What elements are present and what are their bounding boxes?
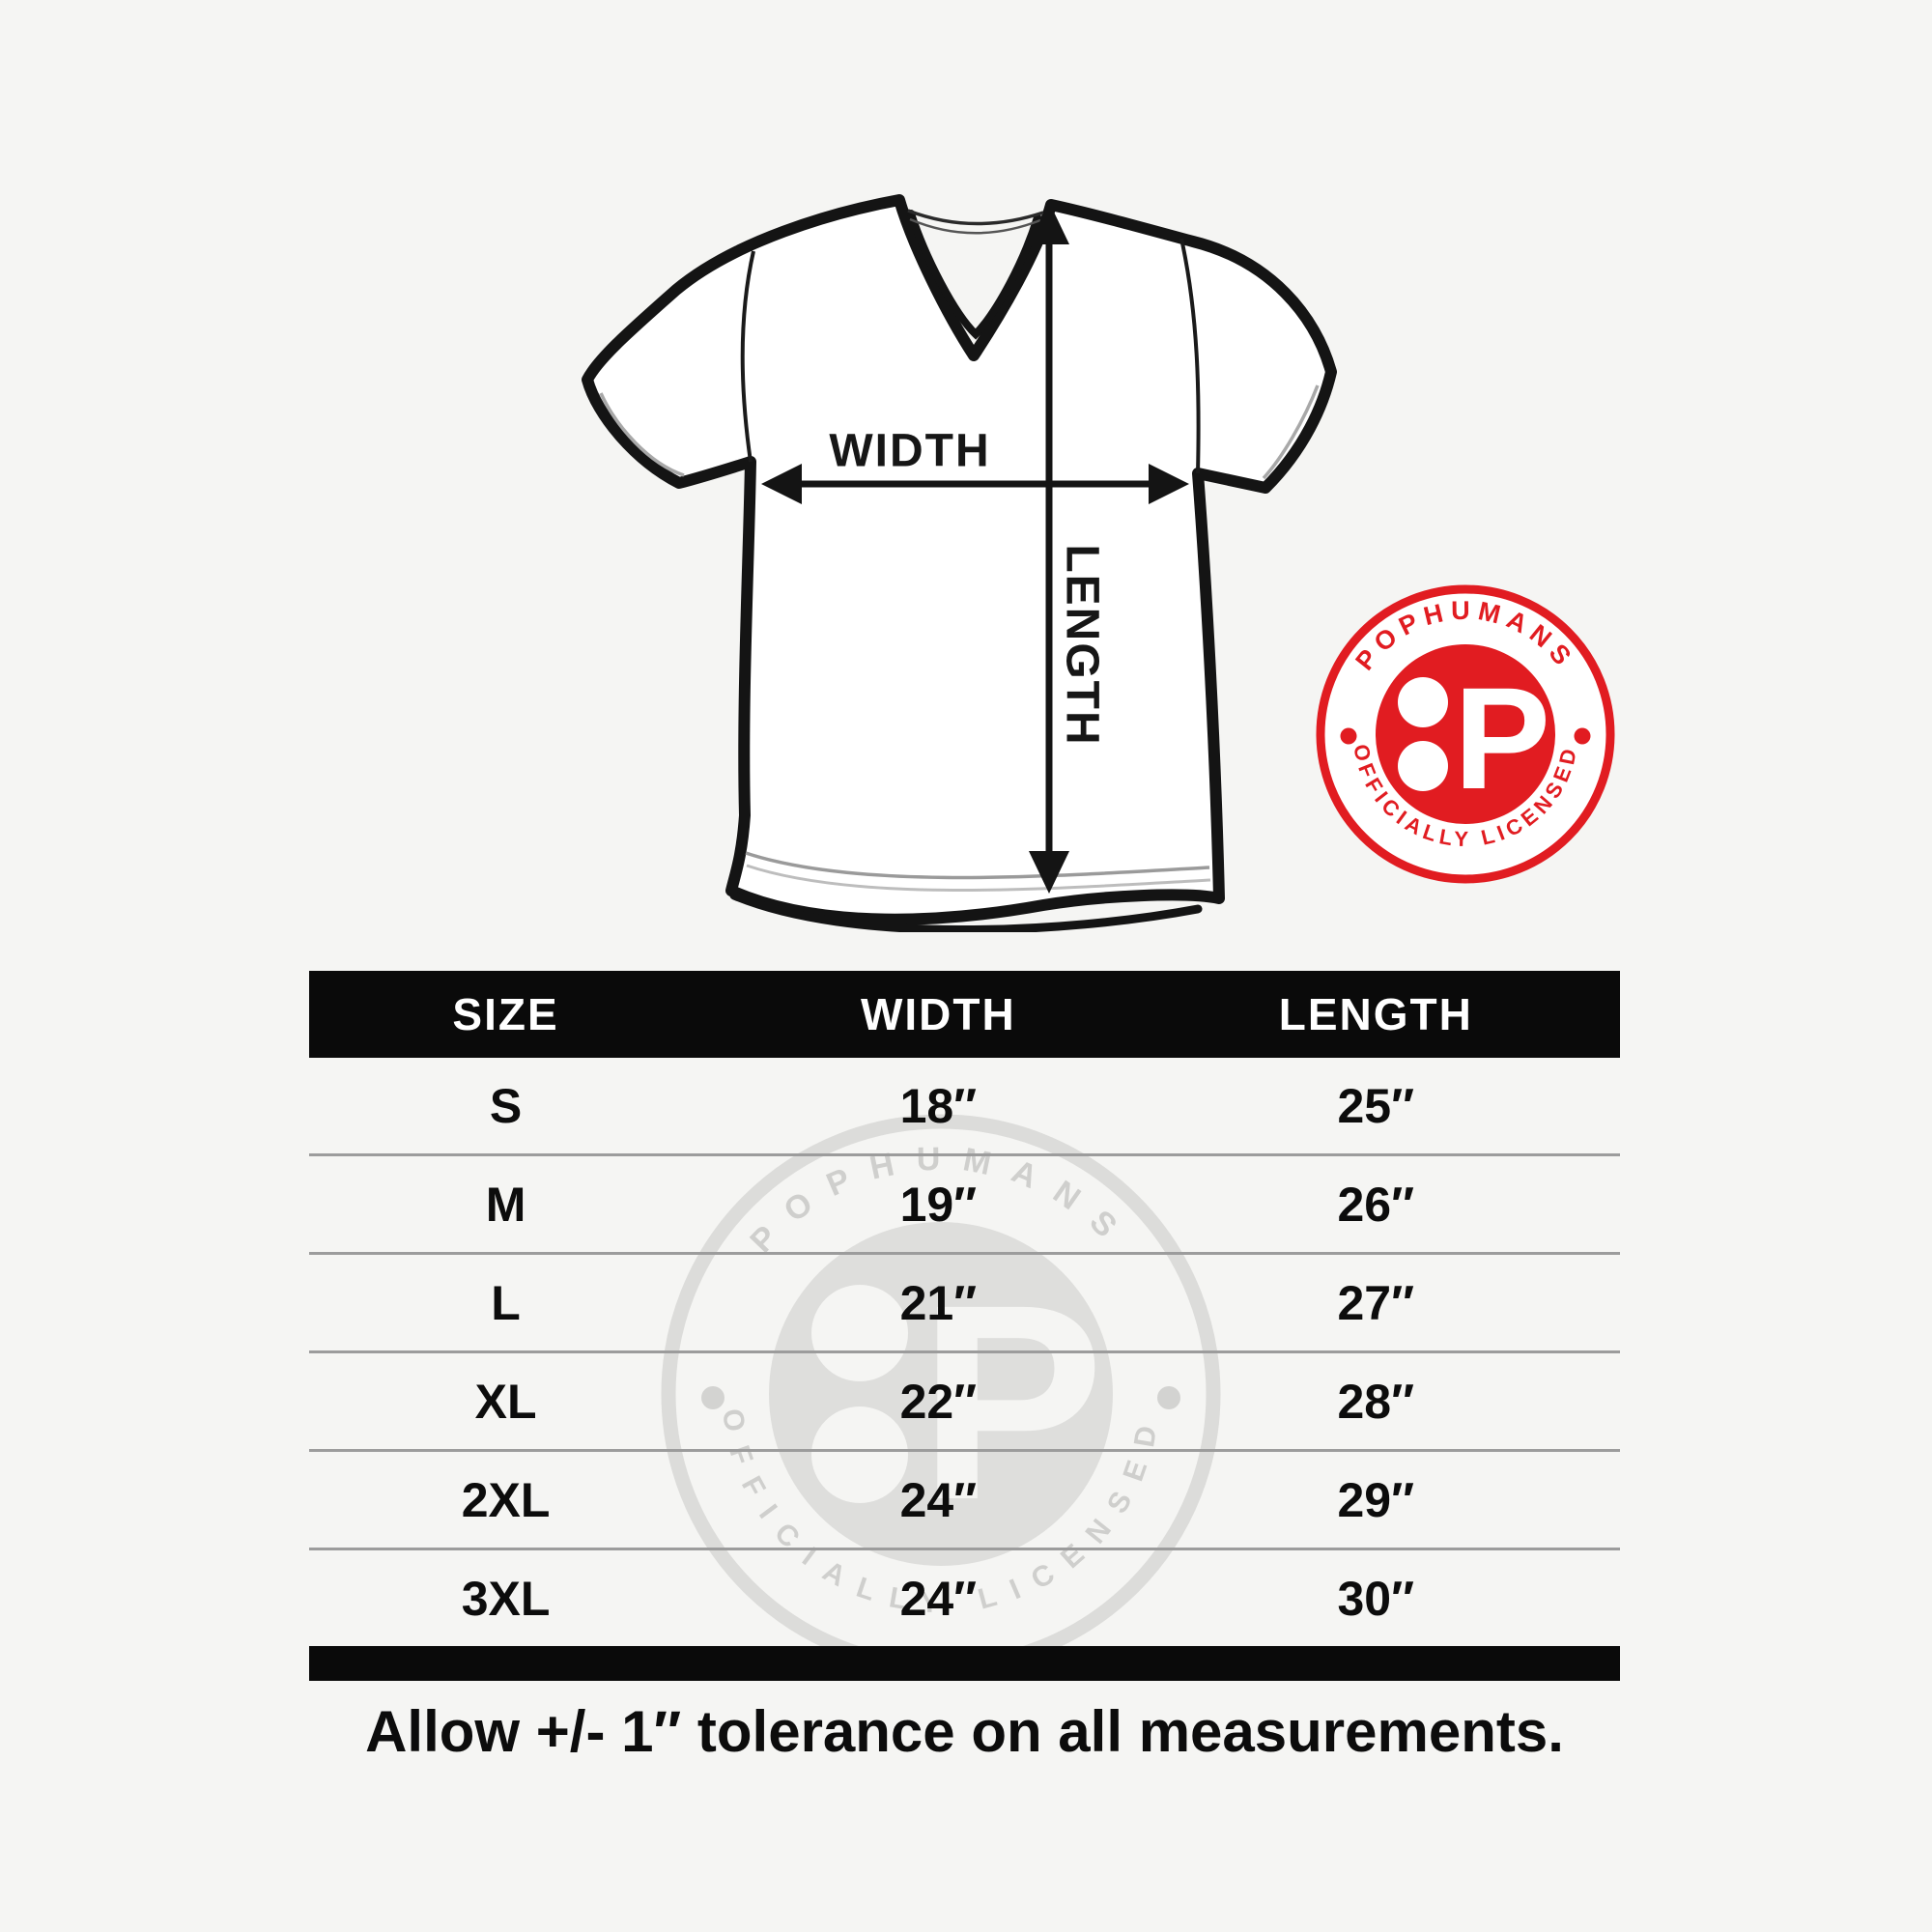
table-body: S 18″ 25″ M 19″ 26″ L 21″ 27″ XL 22″ 28″ 2XL 24″ 29″ 3X… [309, 1058, 1620, 1646]
watermark-dot-right [1157, 1386, 1180, 1409]
width-arrow [761, 464, 1189, 504]
table-header-row: SIZE WIDTH LENGTH [309, 971, 1620, 1058]
armhole-seam-left [740, 250, 755, 463]
cell-width: 18″ [899, 1078, 978, 1133]
tshirt-diagram: WIDTH LENGTH [582, 194, 1337, 932]
cell-length: 25″ [1337, 1078, 1415, 1133]
table-row: S 18″ 25″ [309, 1058, 1620, 1153]
hem-stitch-line [746, 864, 1211, 892]
cell-width: 21″ [899, 1275, 978, 1330]
tshirt-outline [582, 194, 1337, 925]
watermark-logo-icon: P [811, 1247, 1104, 1558]
cell-size: M [485, 1177, 526, 1232]
cell-length: 28″ [1337, 1374, 1415, 1429]
back-collar-line [907, 209, 1044, 226]
cuff-seam-right [1262, 384, 1320, 480]
badge-dot-left [1340, 727, 1357, 745]
collar-band [907, 210, 1041, 340]
badge-dot-right [1574, 727, 1591, 745]
cell-width: 24″ [899, 1472, 978, 1527]
size-table: SIZE WIDTH LENGTH S 18″ 25″ M 19″ 26″ L 21″ 27″ X… [309, 971, 1620, 1681]
header-size: SIZE [452, 989, 559, 1039]
cuff-seam-left [599, 392, 685, 477]
cell-size: 3XL [461, 1571, 551, 1626]
watermark-logo-letter: P [919, 1247, 1104, 1558]
watermark-dot-left [701, 1386, 724, 1409]
table-row: M 19″ 26″ [309, 1153, 1620, 1252]
tolerance-note: Allow +/- 1″ tolerance on all measuremen… [365, 1699, 1564, 1764]
header-width: WIDTH [860, 989, 1016, 1039]
pophumans-badge: POPHUMANS OFFICIALLY LICENSED P [1316, 584, 1615, 884]
table-row: 3XL 24″ 30″ [309, 1548, 1620, 1646]
width-label: WIDTH [829, 426, 990, 477]
pophumans-logo-icon: P [1398, 657, 1550, 819]
length-label: LENGTH [1057, 544, 1108, 746]
cell-size: L [491, 1275, 521, 1330]
table-row: XL 22″ 28″ [309, 1350, 1620, 1449]
table-row: L 21″ 27″ [309, 1252, 1620, 1350]
cell-length: 29″ [1337, 1472, 1415, 1527]
cell-length: 30″ [1337, 1571, 1415, 1626]
length-arrow [1029, 202, 1069, 894]
hem-fold-line [729, 891, 1203, 932]
cell-length: 27″ [1337, 1275, 1415, 1330]
armhole-seam-right [1179, 238, 1201, 474]
back-collar-line [909, 217, 1041, 235]
cell-size: XL [474, 1374, 537, 1429]
header-length: LENGTH [1278, 989, 1473, 1039]
cell-size: S [489, 1078, 523, 1133]
table-row: 2XL 24″ 29″ [309, 1449, 1620, 1548]
table-footer-bar [309, 1646, 1620, 1681]
cell-width: 19″ [899, 1177, 978, 1232]
pophumans-watermark: POPHUMANS OFFICIALLY LICENSED P [661, 1114, 1221, 1674]
logo-letter: P [1454, 657, 1550, 819]
cell-width: 24″ [899, 1571, 978, 1626]
cell-width: 22″ [899, 1374, 978, 1429]
hem-stitch-line [745, 851, 1210, 880]
cell-length: 26″ [1337, 1177, 1415, 1232]
cell-size: 2XL [461, 1472, 551, 1527]
